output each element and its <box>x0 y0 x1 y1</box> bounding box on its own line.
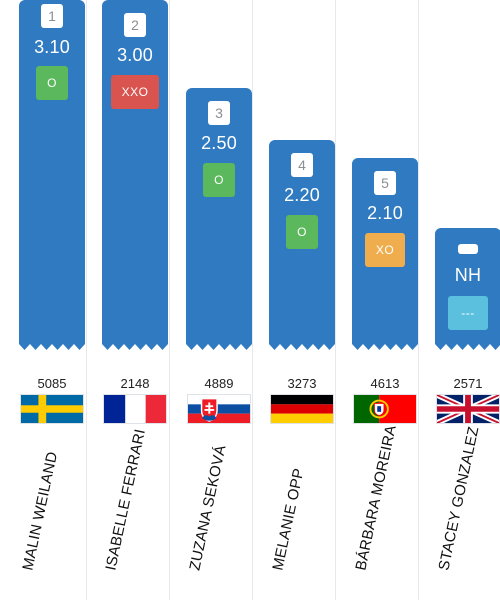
bib-number: 3273 <box>287 376 317 391</box>
result-height: 2.20 <box>284 185 320 205</box>
rank-badge: 3 <box>208 101 230 125</box>
rank-badge: 4 <box>291 153 313 177</box>
grid-line <box>418 0 419 600</box>
bib-number: 4613 <box>370 376 400 391</box>
zigzag-edge <box>269 344 335 353</box>
sweden-flag <box>20 394 84 424</box>
result-height: 3.00 <box>117 45 153 65</box>
athlete-name[interactable]: ISABELLE FERRARI <box>102 427 149 572</box>
result-bar-zuzana-sekova[interactable]: 3 2.50 O <box>186 88 252 353</box>
attempt-badge: --- <box>448 296 488 330</box>
athlete-name[interactable]: MALIN WEILAND <box>19 450 62 572</box>
result-bar-melanie-opp[interactable]: 4 2.20 O <box>269 140 335 353</box>
result-height: NH <box>454 265 482 285</box>
bib-number: 2571 <box>453 376 483 391</box>
portugal-flag <box>353 394 417 424</box>
grid-line <box>252 0 253 600</box>
rank-badge: 1 <box>41 4 63 28</box>
athlete-name[interactable]: BÁRBARA MOREIRA <box>352 423 400 572</box>
result-height: 2.10 <box>367 203 403 223</box>
attempt-badge: XO <box>365 233 405 267</box>
result-bar-malin-weiland[interactable]: 1 3.10 O <box>19 0 85 353</box>
rank-badge <box>458 244 478 254</box>
germany-flag <box>270 394 334 424</box>
zigzag-edge <box>19 344 85 353</box>
zigzag-edge <box>186 344 252 353</box>
grid-line <box>335 0 336 600</box>
uk-flag <box>436 394 500 424</box>
attempt-badge: O <box>203 163 235 197</box>
slovakia-flag <box>187 394 251 424</box>
bib-number: 4889 <box>204 376 234 391</box>
athlete-name[interactable]: ZUZANA SEKOVÁ <box>186 443 230 572</box>
rank-badge: 2 <box>124 13 146 37</box>
grid-line <box>169 0 170 600</box>
result-height: 3.10 <box>34 37 70 57</box>
bib-number: 5085 <box>37 376 67 391</box>
athlete-name[interactable]: STACEY GONZALEZ <box>435 425 483 572</box>
athlete-name[interactable]: MELANIE OPP <box>269 466 308 572</box>
attempt-badge: O <box>286 215 318 249</box>
zigzag-edge <box>102 344 168 353</box>
result-bar-stacey-gonzalez[interactable]: NH --- <box>435 228 500 353</box>
zigzag-edge <box>352 344 418 353</box>
result-bar-barbara-moreira[interactable]: 5 2.10 XO <box>352 158 418 353</box>
result-bar-isabelle-ferrari[interactable]: 2 3.00 XXO <box>102 0 168 353</box>
france-flag <box>103 394 167 424</box>
zigzag-edge <box>435 344 500 353</box>
attempt-badge: O <box>36 66 68 100</box>
grid-line <box>86 0 87 600</box>
result-height: 2.50 <box>201 133 237 153</box>
rank-badge: 5 <box>374 171 396 195</box>
attempt-badge: XXO <box>111 75 159 109</box>
bib-number: 2148 <box>120 376 150 391</box>
